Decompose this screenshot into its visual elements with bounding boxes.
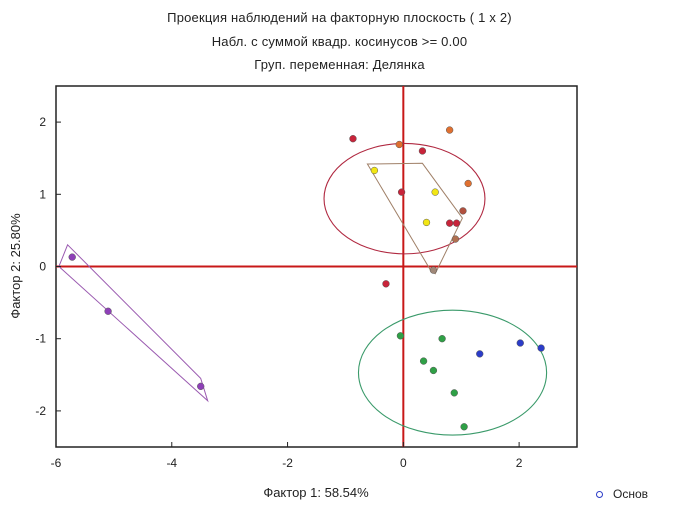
data-point-6 [418,147,427,155]
data-point-25 [476,350,484,358]
data-point-26 [516,339,524,347]
data-point-19 [396,332,405,340]
data-point-7 [445,126,454,134]
y-tick-label: -1 [35,332,46,346]
data-point-22 [429,366,438,375]
data-point-24 [460,423,468,431]
data-point-8 [370,166,379,175]
legend-label: Основ [613,487,649,501]
x-tick-label: -4 [166,456,177,470]
x-tick-label: 2 [516,456,523,470]
group-ellipse-2 [357,309,548,436]
x-tick-label: -2 [282,456,293,470]
y-tick-label: -2 [35,404,46,418]
data-point-3 [197,382,205,391]
data-point-16 [451,235,460,243]
data-point-1 [68,253,76,261]
data-point-27 [537,344,545,352]
data-point-20 [438,335,446,343]
data-point-12 [459,207,467,215]
data-point-11 [464,179,472,188]
data-point-15 [452,219,461,227]
data-point-10 [431,188,439,196]
data-point-4 [349,135,357,143]
chart-subtitle: Набл. с суммой квадр. косинусов >= 0.00 [211,34,468,49]
y-axis-label: Фактор 2: 25.80% [8,213,23,319]
data-point-14 [445,219,454,227]
data-point-21 [419,357,428,365]
chart-title: Проекция наблюдений на факторную плоскос… [167,10,512,25]
legend-marker-icon [596,491,603,499]
x-tick-label: -6 [51,456,62,470]
data-point-2 [104,307,112,315]
data-point-5 [395,140,403,149]
data-point-23 [450,389,458,397]
group-ellipse-1 [323,142,486,255]
x-axis-label: Фактор 1: 58.54% [263,485,369,500]
y-tick-label: 1 [39,187,46,201]
y-tick-label: 2 [39,115,46,129]
data-point-18 [382,280,390,288]
chart-grouping-label: Груп. переменная: Делянка [254,57,425,72]
x-tick-label: 0 [400,456,407,470]
data-point-17 [429,266,438,274]
legend: Основ [596,487,648,501]
group-hull-1 [58,243,209,403]
group-hull-2 [366,162,463,275]
data-point-13 [422,218,431,227]
data-point-9 [397,188,406,196]
y-tick-label: 0 [39,260,46,274]
